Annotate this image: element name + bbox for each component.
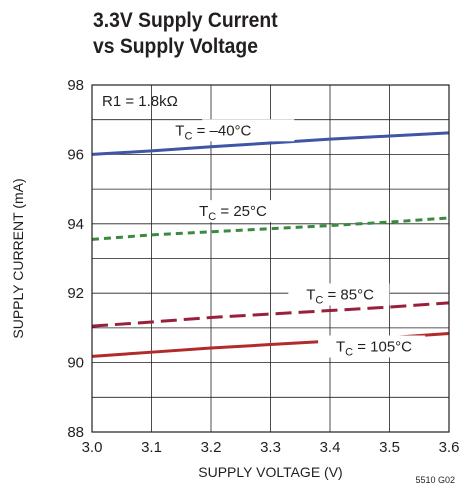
x-tick-label: 3.6	[439, 439, 460, 456]
y-tick-label: 98	[67, 77, 84, 94]
x-tick-label: 3.1	[141, 439, 162, 456]
x-axis-label: SUPPLY VOLTAGE (V)	[198, 464, 342, 480]
series-line-3	[91, 301, 450, 328]
series-label-3: TC = 85°C	[306, 286, 374, 306]
x-tick-label: 3.5	[379, 439, 400, 456]
chart-title: 3.3V Supply Current vs Supply Voltage	[93, 8, 278, 60]
series-label-backing	[202, 119, 295, 142]
x-tick-label: 3.4	[320, 439, 341, 456]
series-label-backing	[288, 283, 390, 306]
y-tick-label: 88	[67, 424, 84, 441]
y-tick-label: 96	[67, 146, 84, 163]
y-tick-label: 94	[67, 216, 84, 233]
series-labels: TC = –40°C TC = 25°C TC = 85°C TC = 105°C	[175, 119, 426, 358]
series-label-backing	[318, 335, 426, 358]
series-label-2: TC = 25°C	[199, 203, 267, 223]
chart-title-line2: vs Supply Voltage	[93, 35, 258, 58]
plot-frame	[91, 84, 450, 433]
chart-title-line1: 3.3V Supply Current	[93, 9, 278, 32]
resistor-annotation: R1 = 1.8kΩ	[102, 93, 178, 110]
x-tick-label: 3.2	[201, 439, 222, 456]
x-tick-label: 3.0	[82, 439, 103, 456]
x-tick-label: 3.3	[260, 439, 281, 456]
series-label-4: TC = 105°C	[336, 338, 412, 358]
series-line-1	[91, 131, 450, 156]
series-label-1: TC = –40°C	[175, 122, 251, 142]
y-axis-label: SUPPLY CURRENT (mA)	[10, 178, 26, 338]
series-label-backing	[187, 200, 289, 223]
y-tick-label: 92	[67, 285, 84, 302]
figure-id: 5510 G02	[415, 475, 455, 485]
tick-labels: 3.0 3.1 3.2 3.3 3.4 3.5 3.6 88 90 92 94 96 98	[67, 77, 459, 456]
y-tick-label: 90	[67, 355, 84, 372]
